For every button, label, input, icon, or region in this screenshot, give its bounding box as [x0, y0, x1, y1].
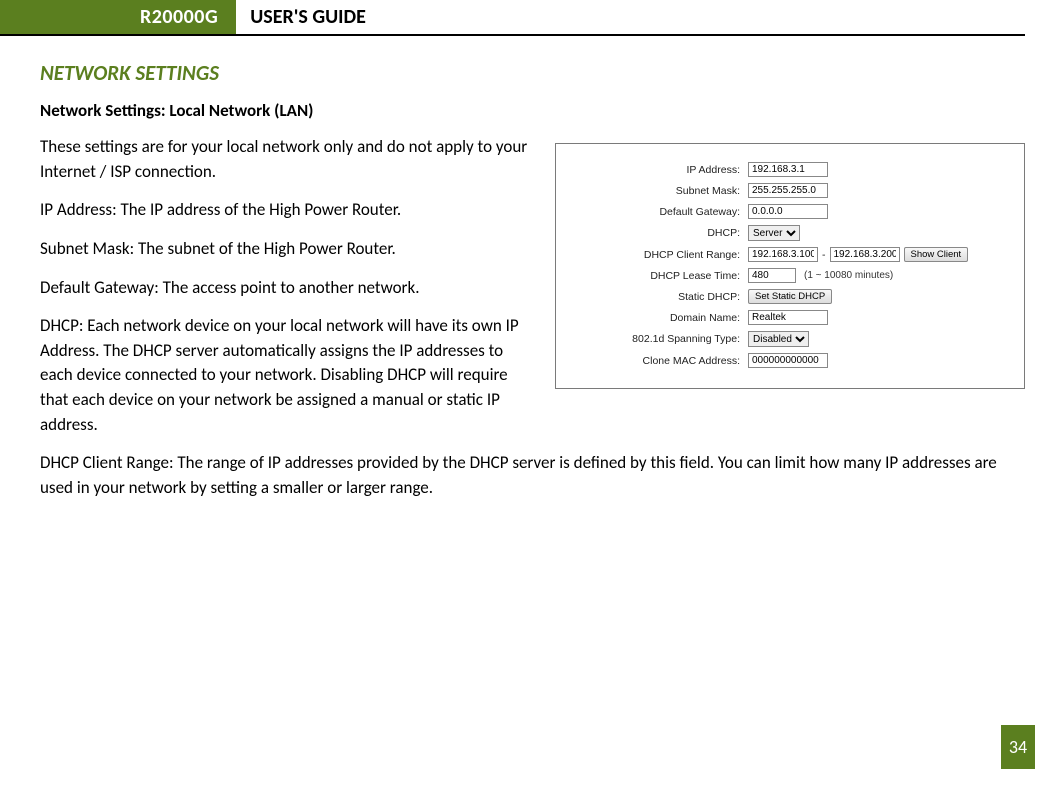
input-clone-mac[interactable] [748, 353, 828, 368]
input-dhcp-range-end[interactable] [830, 247, 900, 262]
set-static-dhcp-button[interactable]: Set Static DHCP [748, 289, 832, 304]
label-spanning-type: 802.1d Spanning Type: [568, 333, 748, 345]
page-header: R20000G USER'S GUIDE [0, 0, 1025, 36]
label-ip-address: IP Address: [568, 164, 748, 176]
input-default-gateway[interactable] [748, 204, 828, 219]
lan-settings-panel: IP Address: Subnet Mask: Default Gateway… [555, 143, 1025, 389]
label-static-dhcp: Static DHCP: [568, 291, 748, 303]
show-client-button[interactable]: Show Client [904, 247, 969, 262]
label-subnet-mask: Subnet Mask: [568, 185, 748, 197]
input-domain-name[interactable] [748, 310, 828, 325]
input-ip-address[interactable] [748, 162, 828, 177]
label-clone-mac: Clone MAC Address: [568, 355, 748, 367]
input-dhcp-range-start[interactable] [748, 247, 818, 262]
page-content: NETWORK SETTINGS Network Settings: Local… [0, 36, 1053, 501]
section-subheading: Network Settings: Local Network (LAN) [40, 100, 1025, 121]
input-lease-time[interactable] [748, 268, 796, 283]
label-lease-time: DHCP Lease Time: [568, 270, 748, 282]
paragraph-range: DHCP Client Range: The range of IP addre… [40, 451, 1025, 500]
select-dhcp-mode[interactable]: Server [748, 225, 800, 241]
select-spanning-type[interactable]: Disabled [748, 331, 809, 347]
section-title: NETWORK SETTINGS [40, 60, 1025, 86]
input-subnet-mask[interactable] [748, 183, 828, 198]
label-default-gateway: Default Gateway: [568, 206, 748, 218]
label-dhcp: DHCP: [568, 227, 748, 239]
label-domain-name: Domain Name: [568, 312, 748, 324]
guide-title: USER'S GUIDE [236, 0, 366, 34]
lease-hint: (1 ~ 10080 minutes) [804, 270, 893, 281]
label-dhcp-range: DHCP Client Range: [568, 249, 748, 261]
page-number: 34 [1001, 725, 1035, 769]
range-separator: - [822, 249, 826, 261]
product-badge: R20000G [0, 0, 236, 34]
